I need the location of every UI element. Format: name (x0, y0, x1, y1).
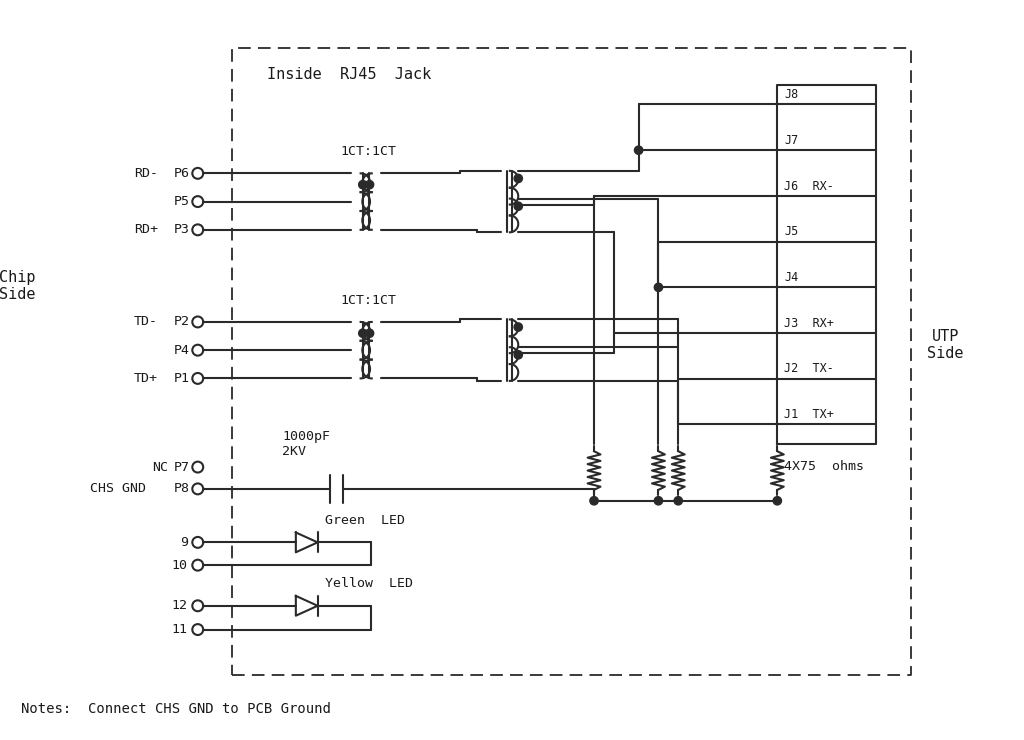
Circle shape (654, 283, 663, 292)
Circle shape (366, 181, 374, 189)
Circle shape (514, 323, 522, 332)
Text: Inside  RJ45  Jack: Inside RJ45 Jack (267, 67, 431, 82)
Text: 11: 11 (172, 623, 187, 636)
Circle shape (514, 202, 522, 210)
Circle shape (773, 497, 781, 505)
Text: P6: P6 (174, 166, 189, 180)
Text: CHS GND: CHS GND (90, 482, 146, 495)
Text: 4X75  ohms: 4X75 ohms (784, 460, 864, 473)
Circle shape (514, 351, 522, 359)
Circle shape (654, 497, 663, 505)
Circle shape (514, 175, 522, 183)
Text: P8: P8 (174, 482, 189, 495)
Circle shape (366, 329, 374, 337)
Text: J3  RX+: J3 RX+ (784, 317, 835, 329)
Text: RD+: RD+ (134, 223, 158, 236)
Text: RD-: RD- (134, 166, 158, 180)
Text: TD-: TD- (134, 315, 158, 329)
Text: P5: P5 (174, 195, 189, 208)
Text: UTP
Side: UTP Side (928, 329, 964, 361)
Text: P2: P2 (174, 315, 189, 329)
Text: NC: NC (152, 460, 168, 474)
Text: TD+: TD+ (134, 372, 158, 385)
Text: J7: J7 (784, 134, 799, 147)
Text: J6  RX-: J6 RX- (784, 180, 835, 192)
Text: J1  TX+: J1 TX+ (784, 408, 835, 421)
Text: Yellow  LED: Yellow LED (325, 577, 413, 591)
Text: J2  TX-: J2 TX- (784, 363, 835, 375)
Text: 9: 9 (180, 536, 187, 549)
Circle shape (635, 146, 643, 155)
Circle shape (590, 497, 598, 505)
Text: Chip
Side: Chip Side (0, 269, 36, 302)
Circle shape (358, 329, 367, 337)
Text: 1CT:1CT: 1CT:1CT (340, 145, 396, 158)
Text: P7: P7 (174, 460, 189, 474)
Text: J4: J4 (784, 271, 799, 284)
Text: 1CT:1CT: 1CT:1CT (340, 294, 396, 306)
Circle shape (674, 497, 682, 505)
Text: P3: P3 (174, 223, 189, 236)
Circle shape (358, 181, 367, 189)
Text: J5: J5 (784, 225, 799, 238)
Text: P1: P1 (174, 372, 189, 385)
Text: Notes:  Connect CHS GND to PCB Ground: Notes: Connect CHS GND to PCB Ground (22, 702, 332, 716)
Text: 1000pF
2KV: 1000pF 2KV (282, 430, 330, 458)
Text: 12: 12 (172, 599, 187, 612)
Text: 10: 10 (172, 559, 187, 572)
Text: Green  LED: Green LED (325, 514, 404, 527)
Text: P4: P4 (174, 343, 189, 357)
Text: J8: J8 (784, 88, 799, 101)
